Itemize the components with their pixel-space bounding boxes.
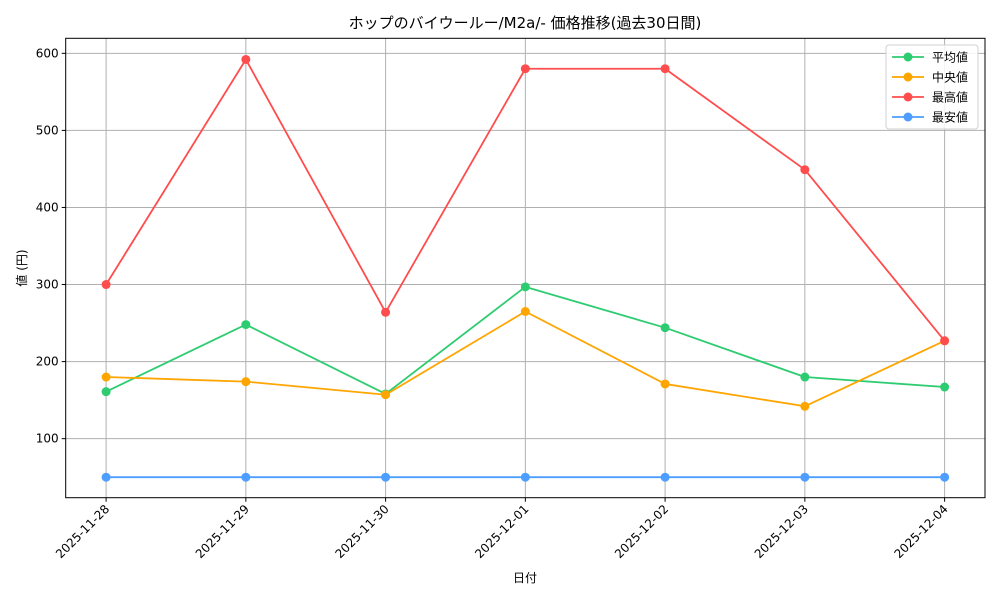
data-point bbox=[660, 472, 670, 482]
data-point bbox=[520, 282, 530, 292]
data-point bbox=[660, 379, 670, 389]
legend-marker-icon bbox=[903, 112, 913, 122]
data-point bbox=[800, 401, 810, 411]
data-point bbox=[101, 387, 111, 397]
legend-marker-icon bbox=[903, 52, 913, 62]
x-tick-label: 2025-12-02 bbox=[612, 502, 671, 561]
y-tick-label: 400 bbox=[36, 200, 59, 214]
x-axis-label: 日付 bbox=[513, 571, 537, 585]
data-point bbox=[940, 336, 950, 346]
legend-item: 中央値 bbox=[892, 70, 968, 85]
data-point bbox=[381, 472, 391, 482]
y-tick-label: 100 bbox=[36, 432, 59, 446]
data-point bbox=[520, 307, 530, 317]
legend-box bbox=[885, 44, 979, 130]
data-point bbox=[241, 472, 251, 482]
data-point bbox=[800, 165, 810, 175]
data-point bbox=[101, 280, 111, 290]
data-point bbox=[241, 54, 251, 64]
x-tick-label: 2025-11-30 bbox=[333, 502, 392, 561]
y-axis-ticks: 100 200 300 400 500 600 bbox=[36, 46, 66, 446]
y-tick-label: 600 bbox=[36, 46, 59, 60]
data-point bbox=[800, 372, 810, 382]
legend-label: 最高値 bbox=[932, 90, 968, 105]
grid-lines bbox=[65, 38, 985, 498]
x-tick-label: 2025-11-29 bbox=[193, 502, 252, 561]
chart-title: ホップのバイウールー/M2a/- 価格推移(過去30日間) bbox=[349, 14, 702, 32]
data-point bbox=[381, 390, 391, 400]
series-line bbox=[101, 54, 950, 346]
data-point bbox=[520, 472, 530, 482]
data-point bbox=[940, 382, 950, 392]
legend-item: 最安値 bbox=[892, 110, 968, 125]
x-tick-label: 2025-12-01 bbox=[472, 502, 531, 561]
x-tick-label: 2025-12-03 bbox=[752, 502, 811, 561]
data-point bbox=[101, 372, 111, 382]
y-tick-label: 500 bbox=[36, 123, 59, 137]
y-tick-label: 300 bbox=[36, 278, 59, 292]
data-point bbox=[381, 307, 391, 317]
x-tick-label: 2025-11-28 bbox=[53, 502, 112, 561]
series-line bbox=[101, 472, 950, 482]
legend-label: 中央値 bbox=[932, 70, 968, 85]
legend-marker-icon bbox=[903, 92, 913, 102]
y-tick-label: 200 bbox=[36, 355, 59, 369]
legend-label: 平均値 bbox=[932, 50, 968, 65]
data-point bbox=[660, 64, 670, 74]
data-point bbox=[101, 472, 111, 482]
x-axis-ticks: 2025-11-28 2025-11-29 2025-11-30 2025-12-01… bbox=[53, 497, 951, 561]
data-point bbox=[800, 472, 810, 482]
legend-marker-icon bbox=[903, 72, 913, 82]
data-point bbox=[241, 320, 251, 330]
data-point bbox=[241, 377, 251, 387]
legend-item: 最高値 bbox=[892, 90, 968, 105]
data-point bbox=[660, 323, 670, 333]
plot-area bbox=[65, 37, 986, 499]
y-axis-label: 値 (円) bbox=[14, 249, 29, 286]
data-series bbox=[101, 54, 950, 482]
data-point bbox=[940, 472, 950, 482]
legend-item: 平均値 bbox=[892, 50, 968, 65]
x-tick-label: 2025-12-04 bbox=[892, 502, 951, 561]
data-point bbox=[520, 64, 530, 74]
legend-label: 最安値 bbox=[932, 110, 968, 125]
